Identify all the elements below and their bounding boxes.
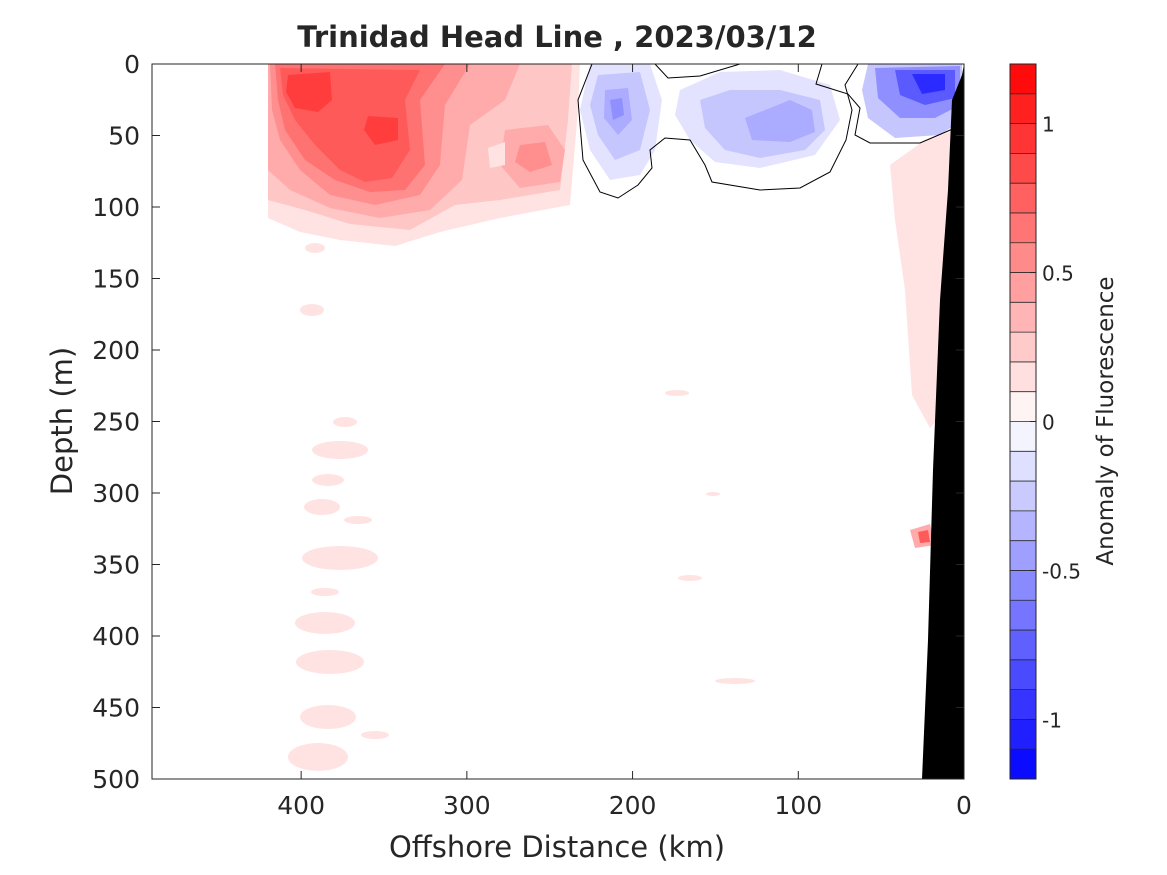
deep-blob xyxy=(706,492,720,496)
colorbar-band xyxy=(1010,719,1036,750)
y-tick-label: 150 xyxy=(92,265,140,294)
anomaly-field xyxy=(268,64,964,779)
deep-blob xyxy=(296,650,364,674)
y-axis-label: Depth (m) xyxy=(45,347,79,495)
negative-patch-shelf-core xyxy=(912,74,945,94)
colorbar-tick-label: -1 xyxy=(1042,708,1062,732)
x-tick-label: 400 xyxy=(277,791,325,820)
colorbar-band xyxy=(1010,153,1036,184)
x-axis-label: Offshore Distance (km) xyxy=(389,830,725,864)
colorbar-band xyxy=(1010,212,1036,244)
colorbar-tick-label: 0.5 xyxy=(1042,262,1074,286)
colorbar-band xyxy=(1010,93,1036,125)
colorbar-label: Anomaly of Fluorescence xyxy=(1093,276,1119,565)
colorbar-tick-label: -0.5 xyxy=(1042,559,1081,583)
deep-blob xyxy=(361,731,389,739)
zero-contour-line xyxy=(577,64,859,199)
colorbar-band xyxy=(1010,540,1036,571)
y-tick-label: 400 xyxy=(92,622,140,651)
positive-slope-spot-core xyxy=(918,530,930,543)
deep-blob xyxy=(715,678,755,684)
positive-core-a xyxy=(286,72,332,112)
x-axis: 400 300 200 100 0 xyxy=(277,64,972,820)
y-tick-label: 450 xyxy=(92,694,140,723)
bathymetry xyxy=(922,64,964,779)
colorbar-band xyxy=(1010,272,1036,303)
negative-patch-west-core xyxy=(610,98,624,120)
colorbar-band xyxy=(1010,481,1036,512)
colorbar-band xyxy=(1010,421,1036,452)
colorbar-band xyxy=(1010,630,1036,661)
deep-blob xyxy=(302,546,378,570)
y-tick-label: 50 xyxy=(108,122,140,151)
y-tick-label: 350 xyxy=(92,551,140,580)
colorbar-band xyxy=(1010,659,1036,691)
colorbar xyxy=(1010,64,1036,780)
colorbar-band xyxy=(1010,570,1036,601)
colorbar-ticks: 1 0.5 0 -0.5 -1 xyxy=(1030,113,1081,732)
colorbar-band xyxy=(1010,749,1036,780)
colorbar-band xyxy=(1010,361,1036,393)
y-tick-label: 500 xyxy=(92,765,140,794)
y-tick-label: 100 xyxy=(92,193,140,222)
colorbar-band xyxy=(1010,510,1036,542)
deep-blob xyxy=(300,705,356,729)
zero-contour-line xyxy=(654,64,741,79)
deep-blob xyxy=(665,390,689,396)
y-tick-label: 200 xyxy=(92,336,140,365)
deep-blob xyxy=(288,743,348,771)
colorbar-band xyxy=(1010,302,1036,333)
colorbar-tick-label: 0 xyxy=(1042,411,1055,435)
deep-blob xyxy=(344,516,372,524)
positive-lobe-east-core xyxy=(515,142,552,172)
deep-blob xyxy=(312,441,368,459)
colorbar-band xyxy=(1010,123,1036,154)
y-tick-label: 300 xyxy=(92,479,140,508)
deep-blob xyxy=(300,304,324,316)
negative-patch-middle-inner xyxy=(745,100,815,142)
x-tick-label: 0 xyxy=(956,791,972,820)
x-tick-label: 300 xyxy=(443,791,491,820)
colorbar-band xyxy=(1010,391,1036,422)
positive-core-b xyxy=(364,116,398,145)
x-tick-label: 100 xyxy=(774,791,822,820)
zero-contour-line xyxy=(815,64,956,144)
chart-title: Trinidad Head Line , 2023/03/12 xyxy=(297,20,817,54)
colorbar-band xyxy=(1010,242,1036,274)
deep-blob xyxy=(312,474,344,486)
deep-blob xyxy=(304,499,340,515)
colorbar-band xyxy=(1010,64,1036,95)
colorbar-band xyxy=(1010,183,1036,214)
positive-pale-spot xyxy=(488,142,505,168)
x-tick-label: 200 xyxy=(609,791,657,820)
colorbar-band xyxy=(1010,332,1036,363)
y-axis: 0 50 100 150 200 250 300 350 400 450 500 xyxy=(92,50,964,794)
colorbar-band xyxy=(1010,600,1036,631)
colorbar-band xyxy=(1010,451,1036,482)
y-tick-label: 250 xyxy=(92,408,140,437)
deep-blob xyxy=(305,243,325,253)
y-tick-label: 0 xyxy=(124,50,140,79)
colorbar-band xyxy=(1010,689,1036,720)
deep-blob xyxy=(678,575,702,581)
colorbar-tick-label: 1 xyxy=(1042,113,1055,137)
deep-blob xyxy=(333,417,357,427)
deep-blob xyxy=(295,612,355,634)
deep-blob xyxy=(311,588,339,596)
